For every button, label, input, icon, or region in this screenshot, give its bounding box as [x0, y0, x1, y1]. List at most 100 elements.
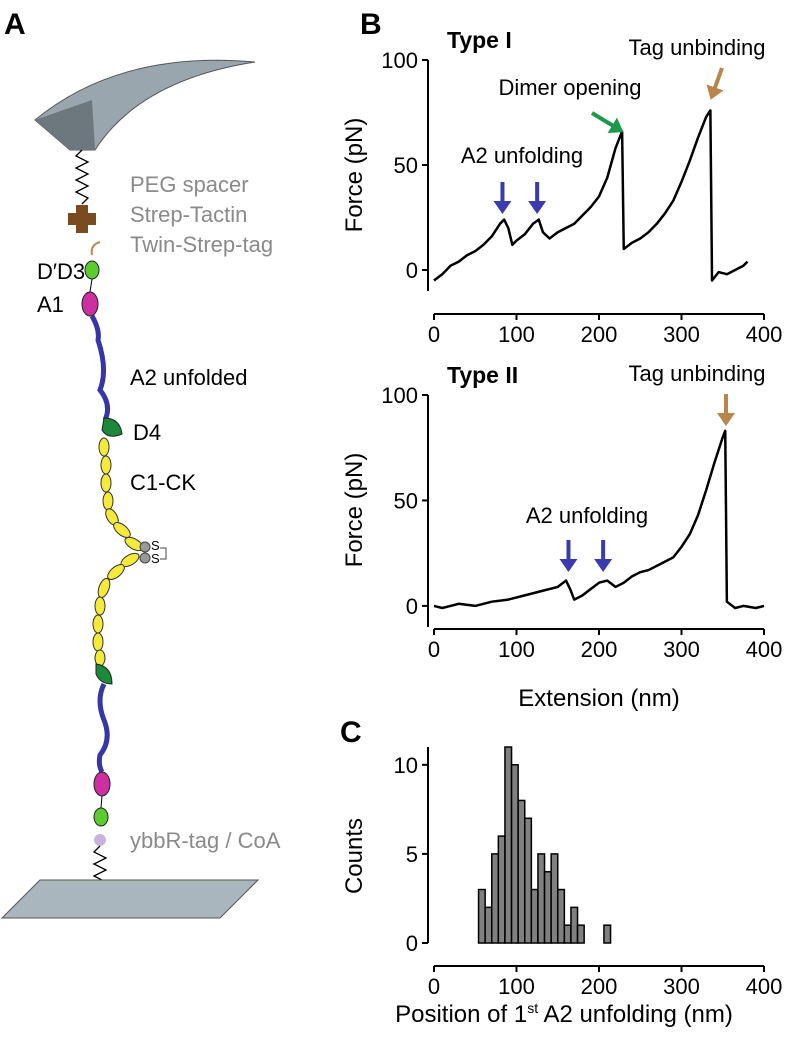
annotation-arrowhead: [706, 84, 724, 100]
y-tick-label: 5: [406, 842, 418, 867]
annotation: Dimer opening: [498, 75, 641, 100]
x-tick-label: 400: [746, 637, 783, 662]
annotation: A2 unfolding: [526, 503, 648, 528]
diagram-label: Twin-Strep-tag: [130, 232, 273, 257]
peg-spacer: [74, 149, 90, 205]
histogram-bar: [484, 906, 493, 944]
diagram-label: Strep-Tactin: [130, 202, 247, 227]
diagram-label: C1-CK: [130, 470, 196, 495]
x-tick-label: 300: [663, 974, 700, 999]
a2: [96, 682, 110, 774]
histogram-bar: [517, 799, 526, 944]
y-tick-label: 50: [394, 153, 418, 178]
histogram-bar: [530, 888, 539, 944]
x-tick-label: 300: [663, 637, 700, 662]
annotation: Tag unbinding: [628, 35, 765, 60]
x-axis-label-part: Position of 1: [395, 1001, 527, 1028]
annotation-arrowhead: [528, 201, 547, 214]
ybbr-tag: [94, 834, 106, 846]
annotation: A2 unfolding: [461, 143, 583, 168]
linker: [89, 278, 93, 293]
chart: 0 100 200 300 400 0 50 100 Type II Force (pN) Exte…: [341, 361, 782, 712]
d-d3: [84, 260, 100, 280]
cysteine: [139, 552, 151, 564]
chart-title: Type I: [447, 27, 512, 53]
sulfur-label: S: [151, 538, 160, 553]
d4: [101, 417, 123, 437]
diagram-label: D′D3: [37, 259, 85, 284]
chart: 0 100 200 300 400 0 5 10 Counts Position of 1st A…: [341, 746, 783, 1028]
annotation-arrowhead: [594, 559, 613, 572]
histogram-bar: [557, 888, 566, 944]
histogram-bar: [537, 853, 546, 944]
x-axis-label-part: st: [527, 1000, 538, 1016]
force-trace: [433, 429, 765, 610]
cysteine: [139, 541, 151, 553]
x-tick-label: 400: [746, 322, 783, 347]
disulfide-bond: [160, 547, 167, 560]
a1: [93, 771, 111, 797]
histogram-bar: [603, 924, 612, 944]
y-tick-label: 0: [406, 594, 418, 619]
x-tick-label: 0: [428, 974, 440, 999]
d-d3: [93, 807, 109, 827]
histogram-bar: [570, 906, 579, 944]
a1: [81, 291, 99, 317]
x-axis-label: Extension (nm): [518, 685, 679, 712]
x-tick-label: 300: [663, 322, 700, 347]
x-tick-label: 200: [581, 637, 618, 662]
y-tick-label: 100: [381, 48, 418, 73]
histogram-bar: [543, 870, 552, 944]
y-axis-label: Counts: [341, 818, 368, 894]
histogram-bar: [550, 853, 559, 944]
x-tick-label: 0: [428, 637, 440, 662]
chart-title: Type II: [447, 362, 518, 388]
annotation: Tag unbinding: [628, 361, 765, 386]
x-tick-label: 100: [498, 322, 535, 347]
histogram-bar: [504, 746, 513, 944]
x-axis-label-part: A2 unfolding (nm): [538, 1001, 733, 1028]
surface: [0, 879, 260, 919]
diagram-label: ybbR-tag / CoA: [130, 828, 281, 853]
histogram-bar: [510, 764, 519, 944]
annotation-arrowhead: [717, 413, 735, 426]
panel-label: C: [340, 716, 362, 749]
y-axis-label: Force (pN): [341, 118, 368, 233]
panel-label: A: [4, 8, 26, 41]
diagram: S S PEG spacer Strep-Tactin Twin-Strep-t…: [0, 59, 281, 919]
annotation-arrowhead: [559, 559, 578, 572]
diagram-label: D4: [133, 420, 161, 445]
panel-label: B: [360, 8, 382, 41]
x-tick-label: 400: [746, 974, 783, 999]
tag: [90, 241, 101, 256]
y-tick-label: 10: [394, 753, 418, 778]
annotation-arrowhead: [607, 117, 624, 134]
sulfur-label: S: [151, 551, 160, 566]
x-tick-label: 100: [498, 974, 535, 999]
diagram-label: A1: [37, 292, 64, 317]
x-tick-label: 100: [498, 637, 535, 662]
y-tick-label: 0: [406, 258, 418, 283]
histogram-bar: [563, 924, 572, 944]
linker: [100, 795, 103, 809]
cantilever-tip: [35, 100, 95, 150]
y-axis-label: Force (pN): [341, 453, 368, 568]
diagram-label: A2 unfolded: [130, 365, 247, 390]
histogram-bar: [497, 835, 506, 944]
x-axis-label: Position of 1st A2 unfolding (nm): [395, 1000, 733, 1028]
x-tick-label: 200: [581, 974, 618, 999]
histogram-bar: [524, 817, 533, 944]
x-tick-label: 0: [428, 322, 440, 347]
chart: 0 100 200 300 400 0 50 100 Type I Force (pN) A2 un…: [341, 27, 782, 347]
y-tick-label: 100: [381, 383, 418, 408]
x-tick-label: 200: [581, 322, 618, 347]
diagram-label: PEG spacer: [130, 172, 249, 197]
annotation-arrowhead: [493, 201, 512, 214]
histogram-bar: [576, 924, 585, 944]
strep-tactin: [68, 205, 96, 233]
a2-unfolded: [89, 314, 111, 422]
force-trace: [433, 109, 749, 282]
y-tick-label: 50: [394, 488, 418, 513]
